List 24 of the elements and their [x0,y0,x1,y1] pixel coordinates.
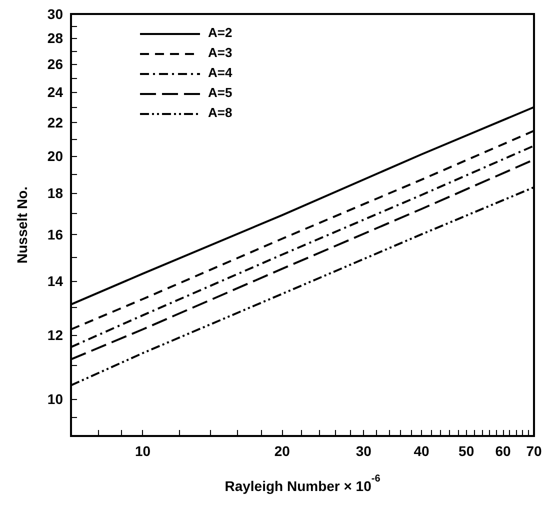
legend-label: A=3 [208,45,232,60]
y-tick-label: 22 [47,114,64,131]
y-tick-label: 30 [47,6,64,22]
y-axis-title: Nusselt No. [14,186,30,264]
x-tick-label: 70 [526,443,542,459]
legend-label: A=8 [208,105,232,120]
x-tick-label: 30 [356,443,372,459]
legend-label: A=2 [208,25,232,40]
y-tick-label: 12 [47,327,64,344]
y-tick-label: 10 [47,391,64,408]
x-tick-label: 10 [134,443,151,459]
y-tick-label: 20 [47,148,64,164]
x-tick-label: 40 [414,443,430,459]
x-tick-label: 60 [495,443,511,459]
x-tick-label: 50 [458,443,474,459]
y-tick-label: 14 [47,273,64,290]
x-tick-label: 20 [274,443,290,459]
y-tick-label: 24 [47,84,64,100]
y-tick-label: 26 [47,56,64,72]
legend-label: A=5 [208,85,232,100]
y-tick-label: 16 [47,226,64,242]
y-tick-label: 18 [47,185,64,202]
legend-label: A=4 [208,65,233,80]
y-tick-label: 28 [47,30,64,46]
